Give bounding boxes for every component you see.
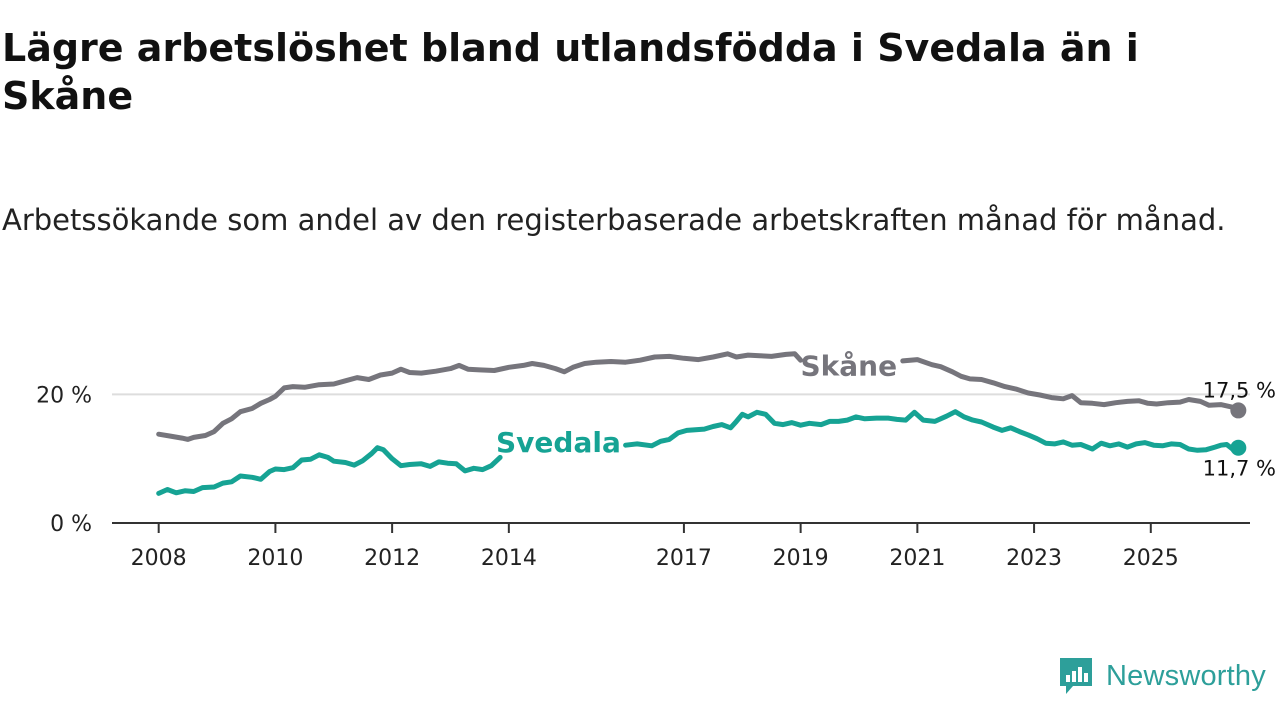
newsworthy-brand: Newsworthy <box>1058 654 1266 698</box>
x-tick-label: 2021 <box>889 546 945 571</box>
x-tick-label: 2008 <box>131 546 187 571</box>
chart-title: Lägre arbetslöshet bland utlandsfödda i … <box>2 26 1139 118</box>
series-end-marker <box>1230 402 1247 419</box>
series-end-label: 17,5 % <box>1203 378 1276 402</box>
series-line-skne <box>156 351 804 442</box>
x-tick-label: 2025 <box>1123 546 1179 571</box>
newsworthy-logo-icon <box>1060 658 1092 694</box>
series-label: Svedala <box>496 426 621 459</box>
series-end-label: 11,7 % <box>1203 457 1276 481</box>
series-line-svedala <box>156 445 503 496</box>
x-tick-label: 2010 <box>247 546 303 571</box>
x-tick-label: 2017 <box>656 546 712 571</box>
x-tick-label: 2014 <box>481 546 537 571</box>
series-line-svedala <box>623 409 1241 453</box>
x-tick-label: 2023 <box>1006 546 1062 571</box>
series-line-skne <box>900 357 1241 413</box>
x-tick-label: 2019 <box>773 546 829 571</box>
y-tick-label: 0 % <box>50 512 92 537</box>
series-label: Skåne <box>800 349 897 382</box>
y-tick-label: 20 % <box>36 383 92 408</box>
x-tick-label: 2012 <box>364 546 420 571</box>
chart-subtitle: Arbetssökande som andel av den registerb… <box>2 203 1226 237</box>
series-end-marker <box>1230 439 1247 456</box>
brand-name: Newsworthy <box>1106 659 1266 692</box>
